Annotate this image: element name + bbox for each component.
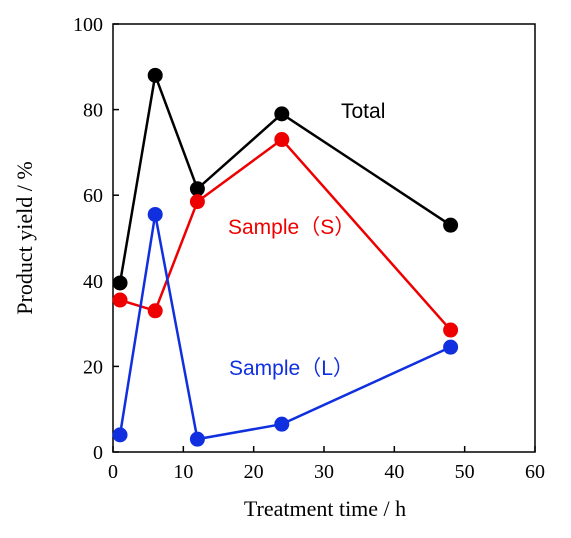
data-point-series-2 — [274, 416, 290, 432]
data-point-series-1 — [189, 194, 205, 210]
series-label-sample-l: Sample（L） — [229, 357, 354, 380]
series-line-0 — [118, 70, 452, 284]
data-point-series-2 — [189, 431, 205, 447]
x-tick-label: 10 — [173, 461, 193, 483]
y-tick-label: 0 — [93, 442, 103, 464]
data-point-series-2 — [112, 427, 128, 443]
data-point-series-0 — [189, 181, 205, 197]
x-tick-label: 40 — [384, 461, 404, 483]
x-tick-label: 20 — [244, 461, 264, 483]
series-points — [112, 67, 459, 447]
y-tick-label: 100 — [73, 14, 103, 36]
x-tick-label: 50 — [455, 461, 475, 483]
x-axis-title: Treatment time / h — [244, 496, 406, 521]
data-point-series-0 — [112, 275, 128, 291]
data-point-series-0 — [147, 67, 163, 83]
tick-labels: 0 10 20 30 40 50 60 0 20 40 60 80 100 — [73, 14, 545, 483]
data-point-series-1 — [112, 292, 128, 308]
y-tick-label: 40 — [83, 271, 103, 293]
x-tick-label: 0 — [108, 461, 118, 483]
series-label-sample-s: Sample（S） — [228, 216, 355, 239]
data-point-series-0 — [443, 217, 459, 233]
y-tick-label: 60 — [83, 185, 103, 207]
series-lines — [118, 70, 452, 441]
data-point-series-1 — [147, 303, 163, 319]
x-tick-label: 60 — [525, 461, 545, 483]
data-point-series-1 — [274, 132, 290, 148]
data-point-series-2 — [443, 339, 459, 355]
data-point-series-1 — [443, 322, 459, 338]
y-axis-title: Product yield / % — [12, 161, 37, 314]
y-tick-label: 80 — [83, 100, 103, 122]
series-label-total: Total — [341, 100, 385, 123]
x-tick-label: 30 — [314, 461, 334, 483]
data-point-series-0 — [274, 106, 290, 122]
series-line-2 — [118, 214, 452, 441]
y-tick-label: 20 — [83, 356, 103, 378]
data-point-series-2 — [147, 206, 163, 222]
